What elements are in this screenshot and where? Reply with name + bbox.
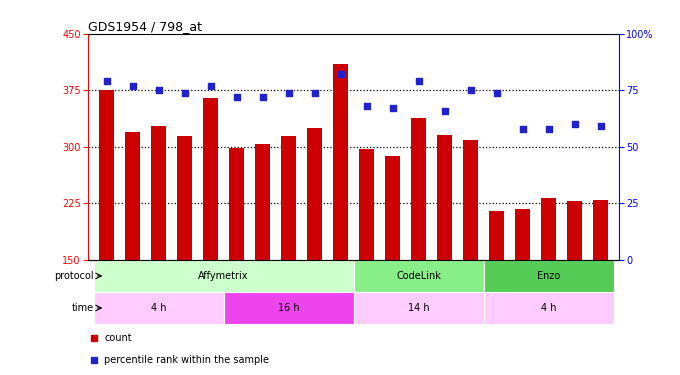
Bar bbox=[224, 292, 354, 324]
Bar bbox=[483, 260, 613, 292]
Bar bbox=[99, 90, 114, 260]
Text: time: time bbox=[71, 303, 94, 313]
Text: percentile rank within the sample: percentile rank within the sample bbox=[104, 355, 269, 365]
Point bbox=[543, 126, 554, 132]
Bar bbox=[94, 260, 354, 292]
Point bbox=[387, 105, 398, 111]
Point bbox=[439, 108, 450, 114]
Point bbox=[595, 123, 606, 129]
Point bbox=[257, 94, 268, 100]
Bar bbox=[386, 156, 400, 260]
Text: protocol: protocol bbox=[54, 271, 94, 281]
Point bbox=[205, 83, 216, 89]
Bar bbox=[360, 149, 374, 260]
Text: Enzo: Enzo bbox=[537, 271, 560, 281]
Point bbox=[413, 78, 424, 84]
Text: 16 h: 16 h bbox=[278, 303, 299, 313]
Point bbox=[361, 103, 372, 109]
Bar bbox=[411, 118, 426, 260]
Bar bbox=[490, 211, 504, 260]
Text: 14 h: 14 h bbox=[408, 303, 429, 313]
Point bbox=[569, 121, 580, 127]
Bar bbox=[483, 292, 613, 324]
Point bbox=[283, 90, 294, 96]
Bar bbox=[125, 132, 140, 260]
Bar bbox=[333, 64, 347, 260]
Text: Affymetrix: Affymetrix bbox=[199, 271, 249, 281]
Text: GDS1954 / 798_at: GDS1954 / 798_at bbox=[88, 20, 203, 33]
Bar bbox=[354, 260, 483, 292]
Bar bbox=[229, 148, 243, 260]
Bar bbox=[541, 198, 556, 260]
Point bbox=[231, 94, 242, 100]
Point bbox=[127, 83, 138, 89]
Bar bbox=[515, 209, 530, 260]
Text: CodeLink: CodeLink bbox=[396, 271, 441, 281]
Text: count: count bbox=[104, 333, 132, 344]
Bar bbox=[94, 292, 224, 324]
Text: 4 h: 4 h bbox=[151, 303, 167, 313]
Bar bbox=[437, 135, 452, 260]
Bar bbox=[354, 292, 483, 324]
Bar bbox=[307, 128, 322, 260]
Text: 4 h: 4 h bbox=[541, 303, 556, 313]
Bar bbox=[256, 144, 270, 260]
Point bbox=[491, 90, 502, 96]
Point bbox=[309, 90, 320, 96]
Point bbox=[335, 72, 346, 78]
Bar bbox=[152, 126, 166, 260]
Point bbox=[517, 126, 528, 132]
Point bbox=[465, 87, 476, 93]
Bar bbox=[203, 98, 218, 260]
Bar bbox=[567, 201, 582, 260]
Point bbox=[101, 78, 112, 84]
Bar bbox=[464, 140, 478, 260]
Point bbox=[179, 90, 190, 96]
Bar bbox=[177, 135, 192, 260]
Bar bbox=[594, 200, 608, 260]
Point bbox=[153, 87, 164, 93]
Bar bbox=[282, 136, 296, 260]
